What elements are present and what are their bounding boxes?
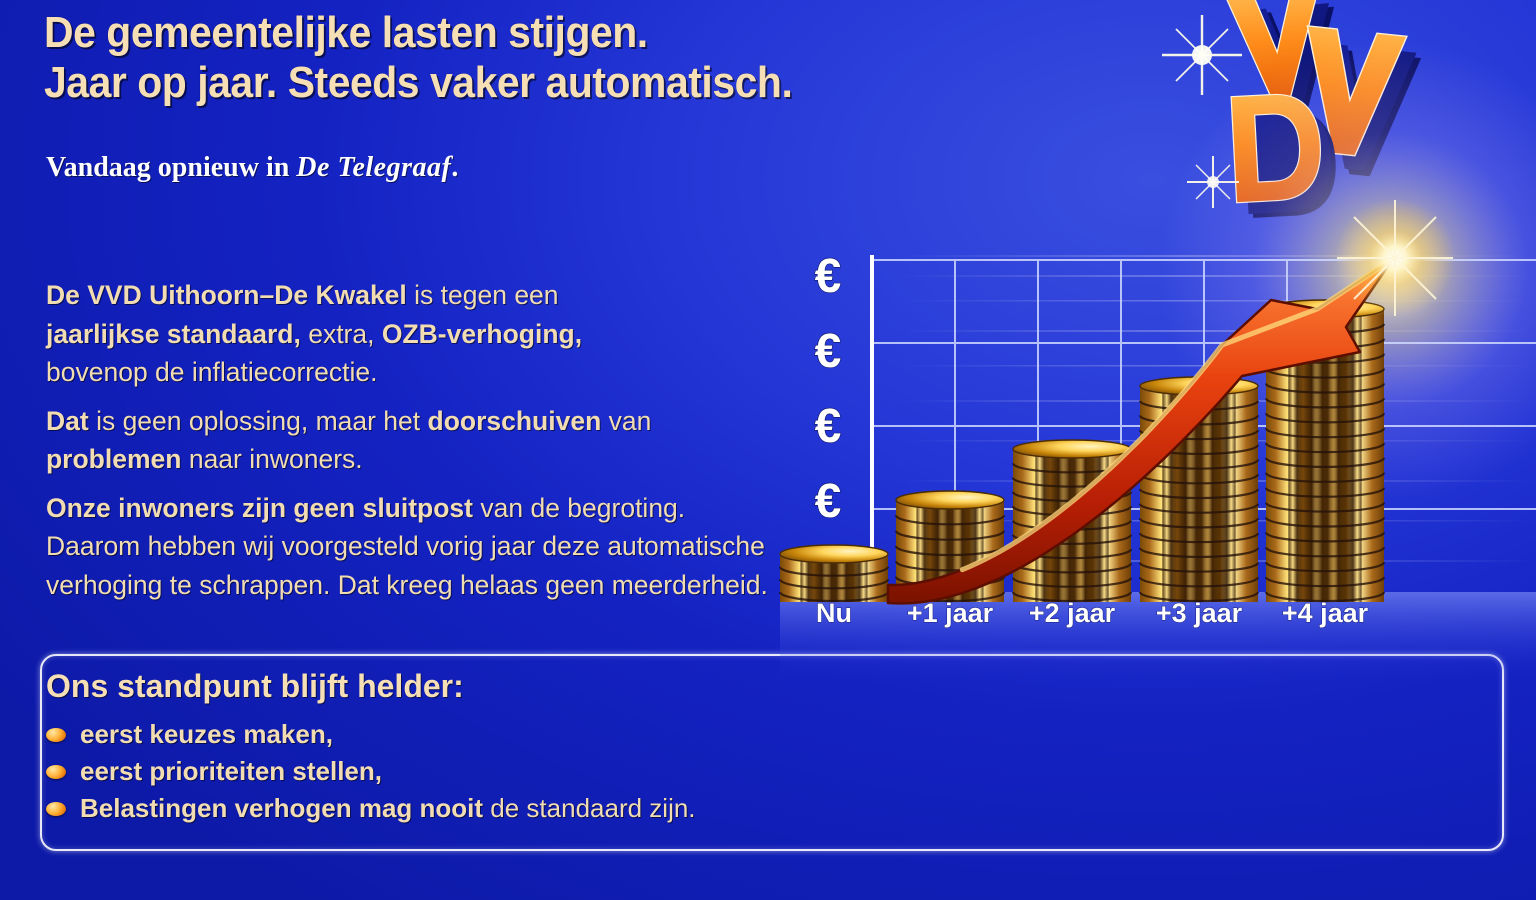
svg-text:+4 jaar: +4 jaar	[1282, 598, 1369, 628]
svg-text:€: €	[815, 400, 842, 453]
svg-text:€: €	[815, 325, 842, 378]
svg-text:€: €	[815, 475, 842, 528]
svg-text:€: €	[815, 250, 842, 303]
svg-text:+3 jaar: +3 jaar	[1156, 598, 1243, 628]
svg-text:+2 jaar: +2 jaar	[1029, 598, 1116, 628]
svg-text:Nu: Nu	[816, 598, 852, 628]
svg-text:+1 jaar: +1 jaar	[907, 598, 994, 628]
